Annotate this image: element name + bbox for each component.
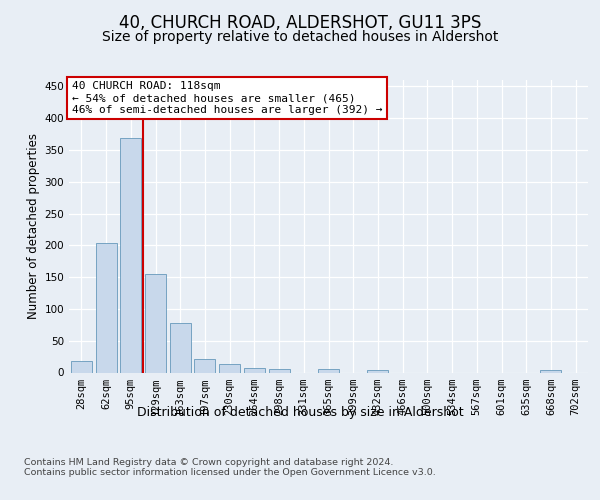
Bar	[170, 323, 191, 372]
Y-axis label: Number of detached properties: Number of detached properties	[27, 133, 40, 320]
Bar	[219, 364, 240, 372]
Bar	[120, 138, 141, 372]
Text: 40, CHURCH ROAD, ALDERSHOT, GU11 3PS: 40, CHURCH ROAD, ALDERSHOT, GU11 3PS	[119, 14, 481, 32]
Bar	[541, 370, 562, 372]
Bar	[71, 361, 92, 372]
Text: Distribution of detached houses by size in Aldershot: Distribution of detached houses by size …	[137, 406, 463, 419]
Bar	[244, 368, 265, 372]
Bar	[318, 370, 339, 372]
Bar	[194, 359, 215, 372]
Bar	[269, 370, 290, 372]
Text: 40 CHURCH ROAD: 118sqm
← 54% of detached houses are smaller (465)
46% of semi-de: 40 CHURCH ROAD: 118sqm ← 54% of detached…	[71, 82, 382, 114]
Bar	[145, 274, 166, 372]
Text: Size of property relative to detached houses in Aldershot: Size of property relative to detached ho…	[102, 30, 498, 44]
Bar	[367, 370, 388, 372]
Text: Contains HM Land Registry data © Crown copyright and database right 2024.
Contai: Contains HM Land Registry data © Crown c…	[24, 458, 436, 477]
Bar	[95, 244, 116, 372]
